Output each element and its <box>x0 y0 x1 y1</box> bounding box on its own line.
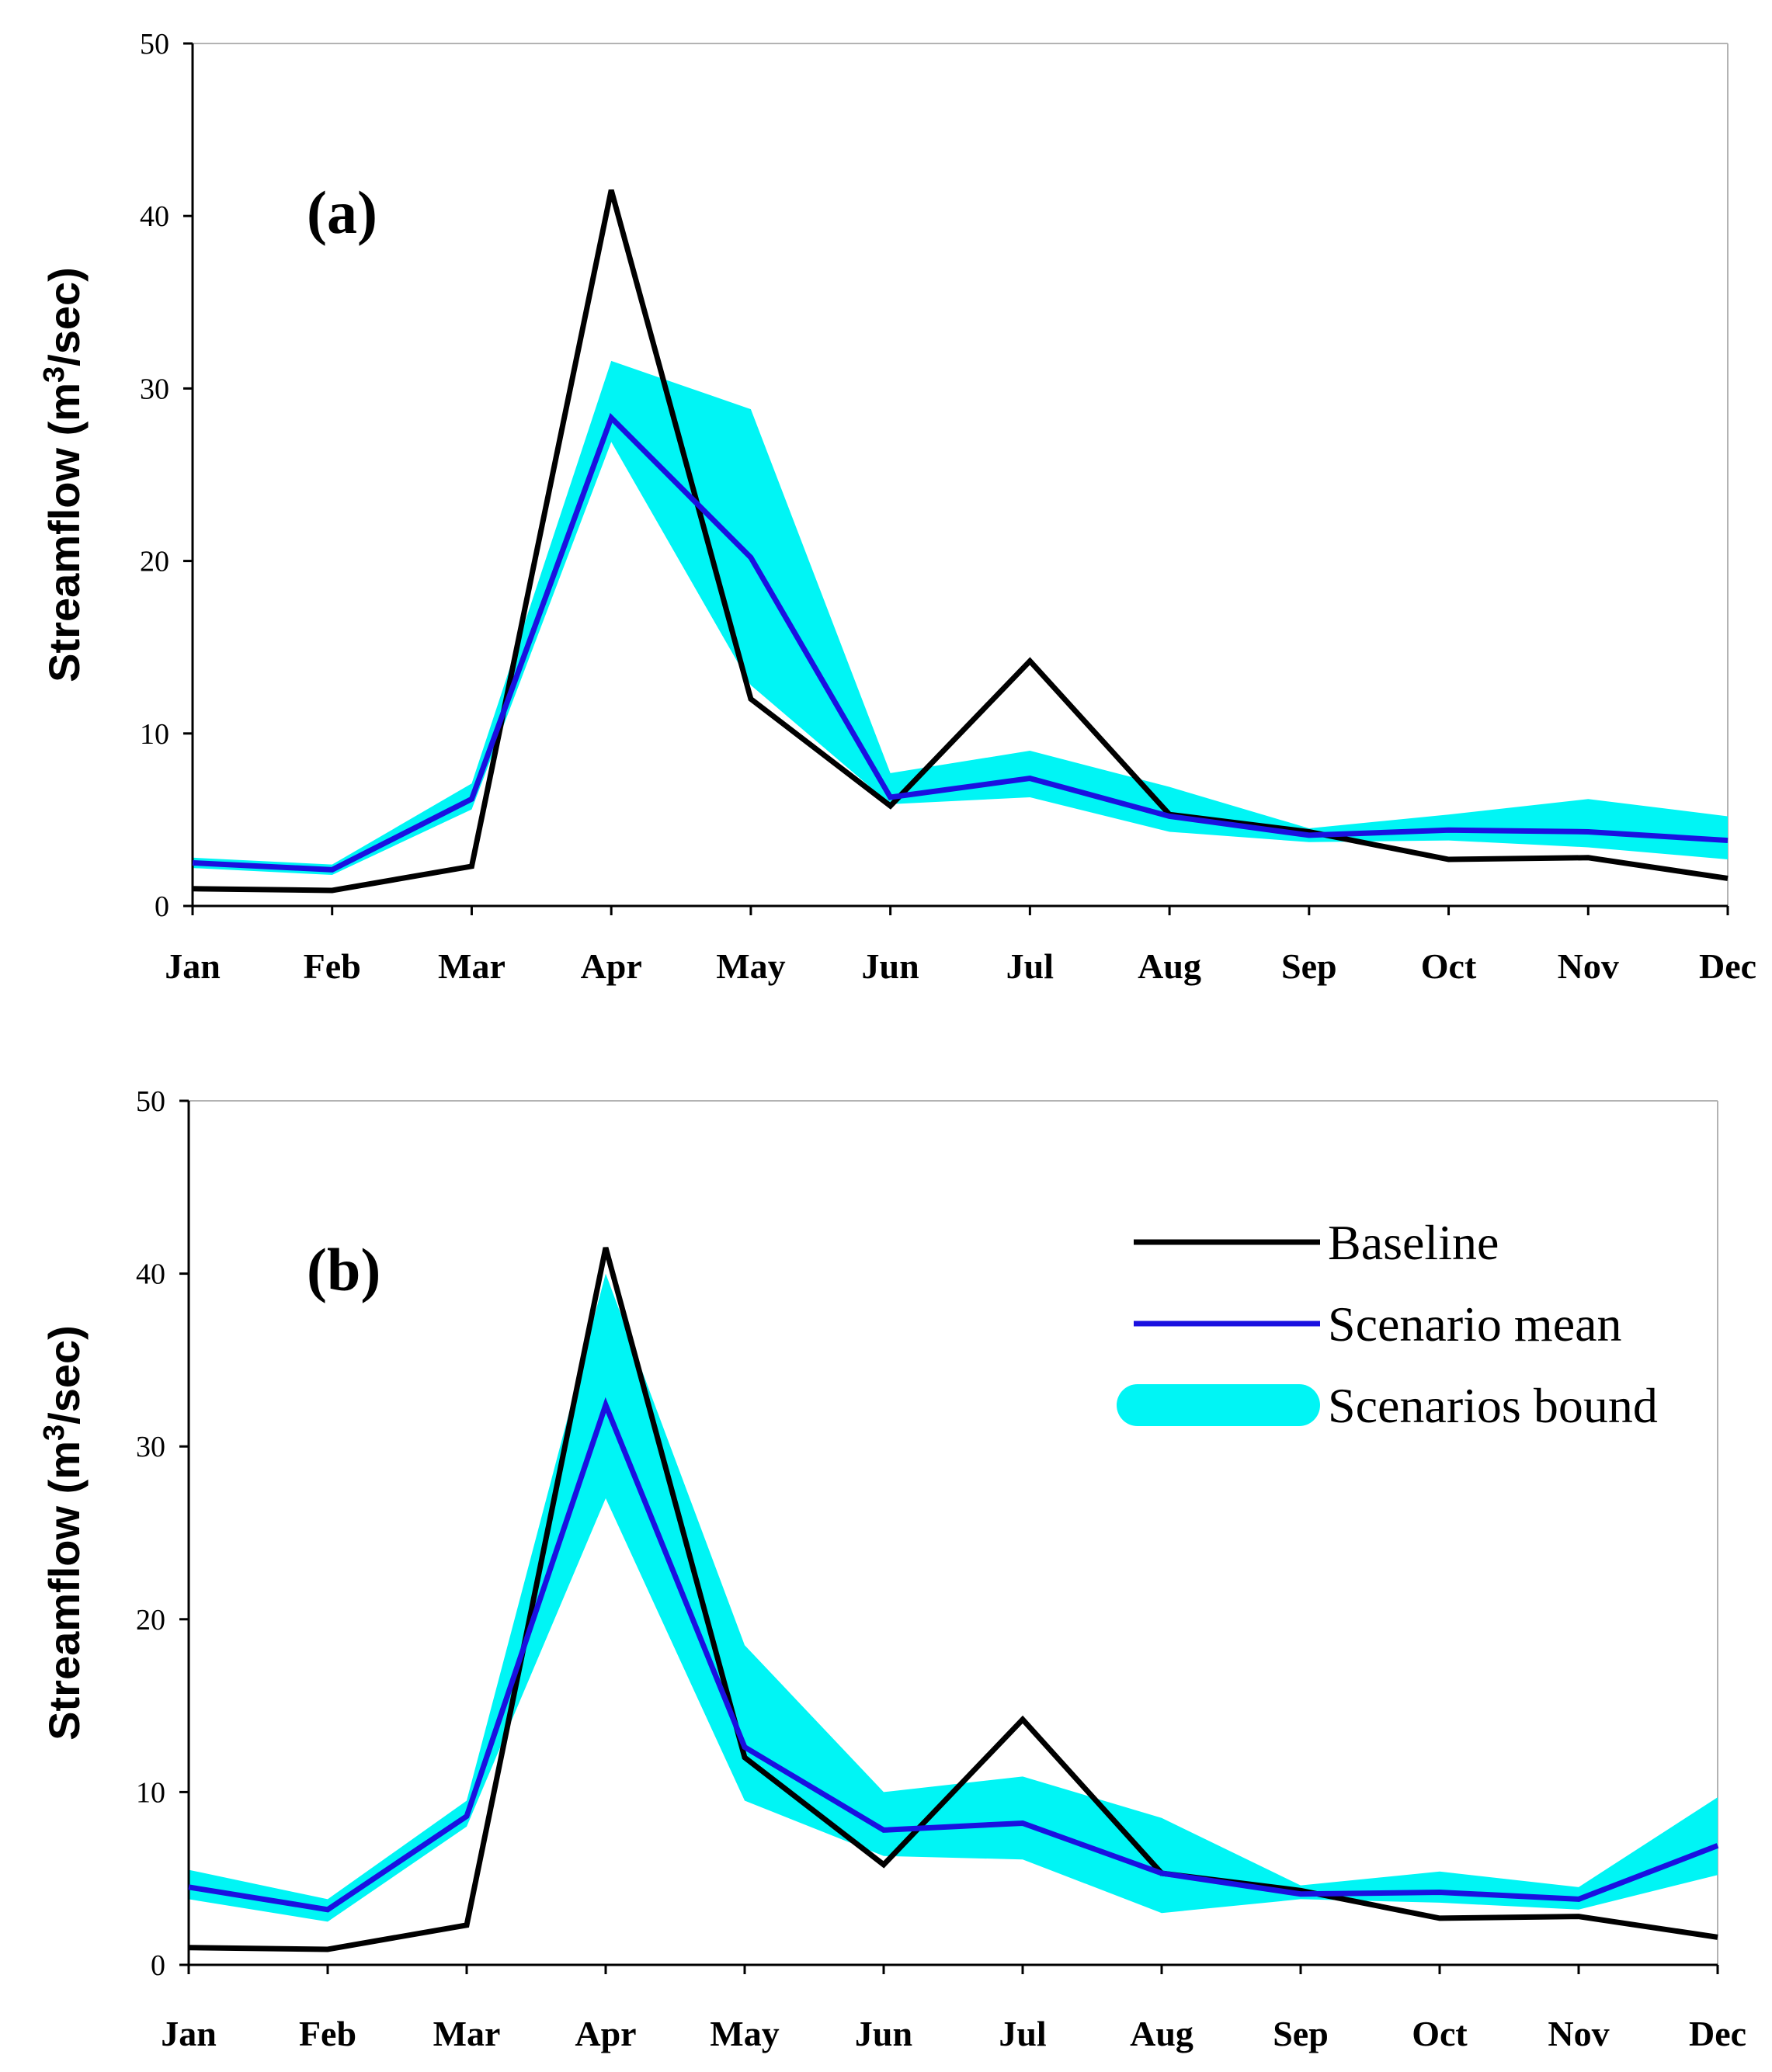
scenarios-bound-band <box>189 1273 1718 1922</box>
legend-scenarios-bound-label: Scenarios bound <box>1328 1378 1658 1433</box>
x-tick-label: Apr <box>581 946 642 986</box>
baseline-line <box>188 1247 1718 1952</box>
x-tick-label: Jun <box>862 946 919 986</box>
y-axis-label: Streamflow (m3/sec) <box>38 267 89 682</box>
x-tick-label: Mar <box>433 2014 501 2053</box>
y-tick-label: 10 <box>136 1776 165 1809</box>
y-tick-label: 50 <box>136 1085 165 1118</box>
x-tick-label: Feb <box>299 2014 356 2053</box>
x-tick-label: Jul <box>1006 946 1054 986</box>
legend-baseline-label: Baseline <box>1328 1215 1499 1270</box>
y-tick-label: 50 <box>140 28 169 61</box>
x-tick-label: May <box>710 2014 779 2053</box>
x-tick-label: Dec <box>1699 946 1756 986</box>
y-tick-label: 30 <box>140 373 169 405</box>
x-tick-label: Nov <box>1548 2014 1609 2053</box>
chart-panel-a: 0 10 20 30 40 50 Jan Feb Mar Apr May Jun Jul Aug Sep Oc… <box>38 28 1756 986</box>
x-tick-label: Jan <box>165 946 221 986</box>
baseline-line <box>192 189 1729 894</box>
y-tick-label: 40 <box>140 200 169 233</box>
y-tick-label: 0 <box>155 890 169 923</box>
y-tick-label: 10 <box>140 718 169 751</box>
y-tick-label: 0 <box>151 1949 165 1982</box>
y-tick-label: 40 <box>136 1258 165 1291</box>
x-tick-label: Apr <box>575 2014 636 2053</box>
y-tick-label: 20 <box>140 546 169 578</box>
x-tick-label: Jul <box>999 2014 1046 2053</box>
legend-scenario-mean-label: Scenario mean <box>1328 1296 1622 1352</box>
x-tick-label: Jan <box>161 2014 217 2053</box>
x-tick-label: Dec <box>1689 2014 1746 2053</box>
x-tick-label: Feb <box>304 946 361 986</box>
x-tick-label: Oct <box>1412 2014 1468 2053</box>
scenario-mean-line <box>188 1397 1719 1913</box>
scenarios-bound-band <box>193 360 1728 876</box>
x-tick-label: Mar <box>438 946 506 986</box>
x-tick-label: Sep <box>1273 2014 1329 2053</box>
panel-label: (b) <box>307 1236 380 1303</box>
y-axis-label: Streamflow (m3/sec) <box>38 1325 89 1741</box>
y-tick-label: 30 <box>136 1431 165 1463</box>
x-tick-label: Aug <box>1138 946 1201 986</box>
scenario-mean-line <box>192 412 1729 873</box>
x-tick-label: May <box>716 946 785 986</box>
legend: Baseline Scenario mean Scenarios bound <box>1117 1215 1658 1433</box>
chart-panel-b: 0 10 20 30 40 50 Jan Feb Mar Apr May Jun Jul Aug Sep Oc… <box>38 1085 1746 2053</box>
panel-label: (a) <box>307 179 377 246</box>
x-tick-label: Nov <box>1558 946 1619 986</box>
x-tick-label: Jun <box>855 2014 912 2053</box>
y-tick-label: 20 <box>136 1604 165 1636</box>
x-tick-label: Sep <box>1281 946 1337 986</box>
legend-scenarios-bound-swatch <box>1117 1384 1320 1426</box>
x-tick-label: Aug <box>1130 2014 1193 2053</box>
x-tick-label: Oct <box>1421 946 1477 986</box>
